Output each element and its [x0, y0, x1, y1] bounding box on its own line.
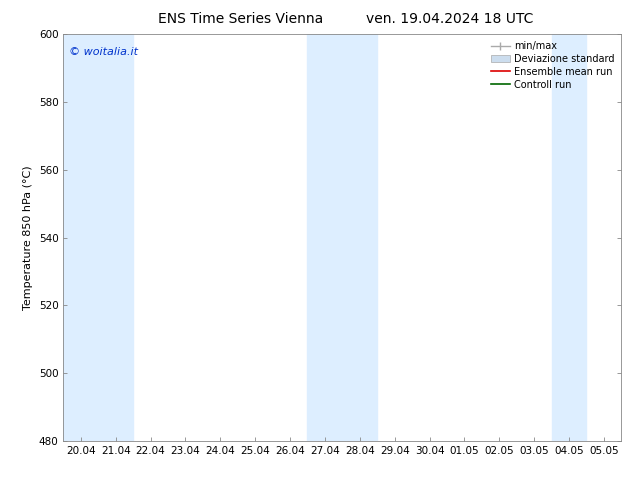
Text: ven. 19.04.2024 18 UTC: ven. 19.04.2024 18 UTC [366, 12, 534, 26]
Legend: min/max, Deviazione standard, Ensemble mean run, Controll run: min/max, Deviazione standard, Ensemble m… [487, 37, 618, 94]
Bar [63, 34, 133, 441]
Bar [552, 34, 586, 441]
Bar [307, 34, 377, 441]
Y-axis label: Temperature 850 hPa (°C): Temperature 850 hPa (°C) [23, 165, 33, 310]
Text: © woitalia.it: © woitalia.it [69, 47, 138, 56]
Text: ENS Time Series Vienna: ENS Time Series Vienna [158, 12, 323, 26]
